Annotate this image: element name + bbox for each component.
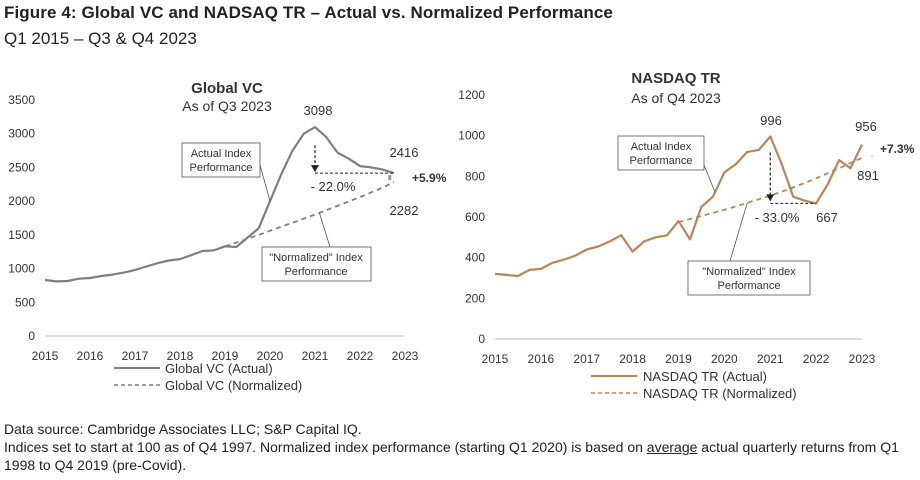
vc-gap-label: +5.9% <box>412 171 447 185</box>
vc-normalized-end-label: 2282 <box>390 203 419 218</box>
vc-legend: Global VC (Actual) Global VC (Normalized… <box>114 361 302 393</box>
vc-actual-callout-pointer <box>259 164 271 202</box>
vc-axes: 0 500 1000 1500 2000 2500 3000 3500 2015 2016 2017… <box>8 93 418 363</box>
nq-normalized-callout-line1: "Normalized" Index <box>702 266 796 278</box>
nq-actual-callout-line2: Performance <box>630 155 693 167</box>
vc-x-tick-label: 2018 <box>167 349 194 363</box>
vc-drop-label: - 22.0% <box>311 179 356 194</box>
vc-x-tick-label: 2022 <box>347 349 374 363</box>
nq-y-tick-label: 0 <box>478 332 485 346</box>
nq-legend-normalized-label: NASDAQ TR (Normalized) <box>643 386 797 401</box>
nq-drop-label: - 33.0% <box>755 210 800 225</box>
nasdaq-chart: NASDAQ TR As of Q4 2023 0 200 400 600 800 100… <box>458 70 915 401</box>
vc-y-tick-label: 3000 <box>8 127 35 141</box>
nq-x-tick-label: 2015 <box>482 352 509 366</box>
nq-trough-label: 667 <box>816 210 838 225</box>
nq-gap-label: +7.3% <box>880 142 915 156</box>
figure-subtitle: Q1 2015 – Q3 & Q4 2023 <box>4 29 197 48</box>
nq-chart-title: NASDAQ TR <box>631 70 720 87</box>
nq-y-tick-label: 600 <box>465 210 485 224</box>
vc-y-tick-label: 1000 <box>8 262 35 276</box>
vc-x-tick-label: 2019 <box>212 349 239 363</box>
footnotes: Data source: Cambridge Associates LLC; S… <box>4 420 914 474</box>
vc-normalized-callout-box <box>261 246 372 282</box>
nq-actual-callout-pointer <box>703 164 716 193</box>
vc-x-tick-label: 2015 <box>32 349 59 363</box>
nq-x-tick-label: 2023 <box>849 352 876 366</box>
vc-legend-actual-label: Global VC (Actual) <box>165 361 273 376</box>
vc-chart-title: Global VC <box>191 80 263 97</box>
nq-x-tick-label: 2021 <box>757 352 784 366</box>
nq-actual-line <box>494 135 863 278</box>
vc-x-tick-label: 2020 <box>257 349 284 363</box>
nq-actual-callout-box <box>617 135 705 171</box>
nq-normalized-callout-box <box>687 260 811 296</box>
vc-x-tick-label: 2017 <box>122 349 149 363</box>
vc-y-tick-label: 1500 <box>8 228 35 242</box>
global-vc-chart: Global VC As of Q3 2023 0 500 1000 1500 2000… <box>8 80 447 393</box>
nq-series <box>494 135 863 278</box>
nq-normalized-callout-pointer <box>729 202 748 262</box>
footnote-method-pre: Indices set to start at 100 as of Q4 199… <box>4 439 647 455</box>
vc-normalized-callout-line2: Performance <box>285 266 348 278</box>
vc-normalized-callout-line1: "Normalized" Index <box>269 252 363 264</box>
nq-x-tick-label: 2016 <box>528 352 555 366</box>
nq-x-tick-label: 2020 <box>711 352 738 366</box>
vc-chart-subtitle: As of Q3 2023 <box>182 98 272 114</box>
nq-axes: 0 200 400 600 800 1000 1200 2015 2016 2017 2018 201… <box>458 88 875 366</box>
vc-normalized-callout-pointer <box>319 213 331 248</box>
nq-normalized-line <box>678 156 863 223</box>
nq-x-tick-label: 2019 <box>665 352 692 366</box>
nq-drop-arrowhead <box>766 194 775 202</box>
nq-y-tick-label: 800 <box>465 169 485 183</box>
vc-x-tick-label: 2023 <box>392 349 419 363</box>
vc-y-tick-label: 3500 <box>8 93 35 107</box>
vc-x-tick-label: 2021 <box>302 349 329 363</box>
footnote-method-post: actual quarterly returns from Q1 1998 to… <box>4 439 899 473</box>
footnote-method: Indices set to start at 100 as of Q4 199… <box>4 438 914 474</box>
nq-x-tick-label: 2022 <box>803 352 830 366</box>
nq-chart-subtitle: As of Q4 2023 <box>631 90 721 106</box>
vc-legend-normalized-label: Global VC (Normalized) <box>165 378 302 393</box>
nq-peak-label: 996 <box>760 113 782 128</box>
vc-drop-arrowhead <box>311 165 319 173</box>
vc-actual-callout-line2: Performance <box>190 162 253 174</box>
nq-actual-end-label: 956 <box>855 119 877 134</box>
nq-y-tick-label: 200 <box>465 291 485 305</box>
nq-y-tick-label: 400 <box>465 251 485 265</box>
vc-annotations: 3098 2416 2282 - 22.0% +5.9% Actual Inde… <box>181 103 447 282</box>
vc-actual-callout-box <box>181 142 261 178</box>
footnote-method-underlined: average <box>646 439 698 455</box>
nq-annotations: 996 956 891 667 - 33.0% +7.3% Actual Ind… <box>617 113 915 296</box>
vc-x-tick-label: 2016 <box>77 349 104 363</box>
vc-series <box>44 125 395 283</box>
vc-y-tick-label: 2000 <box>8 194 35 208</box>
vc-peak-label: 3098 <box>304 103 333 118</box>
vc-y-tick-label: 500 <box>15 295 35 309</box>
vc-actual-callout-line1: Actual Index <box>191 148 252 160</box>
footnote-source: Data source: Cambridge Associates LLC; S… <box>4 421 362 437</box>
nq-y-tick-label: 1000 <box>458 129 485 143</box>
figure-title: Figure 4: Global VC and NADSAQ TR – Actu… <box>4 3 613 22</box>
nq-normalized-callout-line2: Performance <box>718 280 781 292</box>
vc-y-tick-label: 0 <box>28 329 35 343</box>
vc-actual-end-label: 2416 <box>390 145 419 160</box>
vc-actual-line <box>44 125 395 283</box>
nq-x-tick-label: 2018 <box>619 352 646 366</box>
vc-normalized-line <box>224 181 395 248</box>
nq-normalized-end-label: 891 <box>857 168 879 183</box>
nq-y-tick-label: 1200 <box>458 88 485 102</box>
nq-actual-callout-line1: Actual Index <box>631 141 692 153</box>
nq-x-tick-label: 2017 <box>573 352 600 366</box>
nq-legend: NASDAQ TR (Actual) NASDAQ TR (Normalized… <box>591 369 797 401</box>
vc-y-tick-label: 2500 <box>8 160 35 174</box>
nq-legend-actual-label: NASDAQ TR (Actual) <box>643 369 767 384</box>
